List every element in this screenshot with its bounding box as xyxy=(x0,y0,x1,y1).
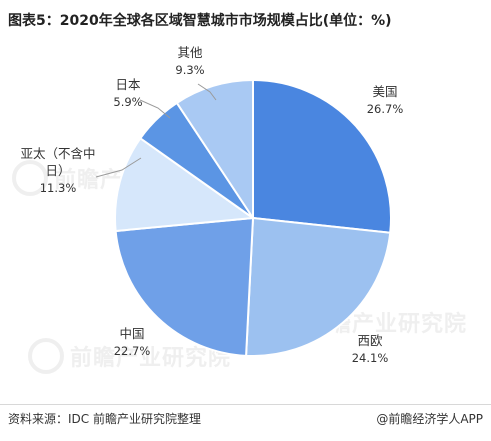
slice-value-label: 11.3% xyxy=(40,181,77,195)
pie-slice-1 xyxy=(252,78,392,234)
chart-title: 图表5：2020年全球各区域智慧城市市场规模占比(单位：%) xyxy=(8,13,392,29)
leader-line xyxy=(197,83,217,101)
pie-slice-3 xyxy=(114,216,255,357)
slice-value-label: 26.7% xyxy=(367,102,404,116)
slice-label: 亚太（不含中 xyxy=(20,146,95,161)
slice-value-label: 9.3% xyxy=(175,63,204,77)
slice-value-label: 24.1% xyxy=(352,351,389,365)
slice-label: 日本 xyxy=(115,77,141,92)
source-note: 资料来源：IDC 前瞻产业研究院整理 xyxy=(8,412,201,426)
slice-label: 美国 xyxy=(372,84,397,99)
pie-slice-6 xyxy=(175,78,254,222)
leader-lines xyxy=(95,83,217,178)
slice-label: 日） xyxy=(45,163,70,178)
pie-slice-4 xyxy=(114,136,256,233)
leader-line xyxy=(139,99,171,119)
leader-line xyxy=(95,157,142,178)
footer-divider xyxy=(0,404,491,405)
slice-label: 西欧 xyxy=(357,333,383,348)
slice-value-label: 5.9% xyxy=(113,95,142,109)
pie-slices xyxy=(114,78,392,357)
slice-value-label: 22.7% xyxy=(114,344,151,358)
slice-label: 其他 xyxy=(177,45,203,60)
slice-label: 中国 xyxy=(119,326,144,341)
credit-note: @前瞻经济学人APP xyxy=(376,412,483,426)
pie-slice-2 xyxy=(245,216,392,357)
